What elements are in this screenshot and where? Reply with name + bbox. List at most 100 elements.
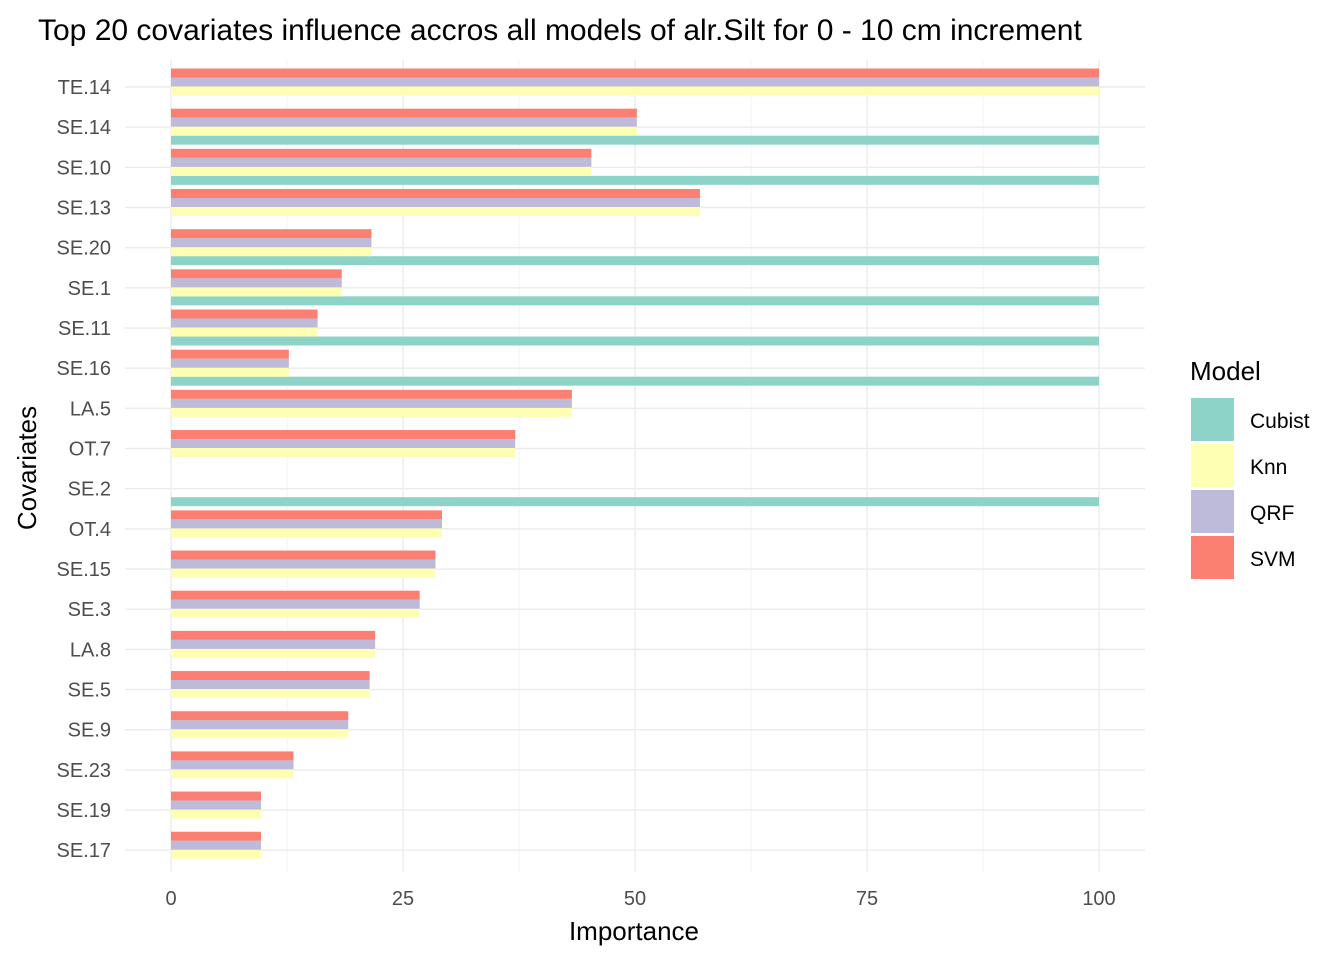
y-tick-label: TE.14 — [58, 77, 111, 99]
bar-svm — [171, 791, 262, 801]
bar-svm — [171, 229, 372, 239]
bar-svm — [171, 671, 370, 681]
bar-cubist — [171, 376, 1099, 386]
bar-knn — [171, 849, 262, 859]
legend-label-svm: SVM — [1250, 548, 1296, 571]
x-axis-labels: 0 25 50 75 100 — [165, 888, 1115, 910]
bar-knn — [171, 287, 342, 297]
bar-svm — [171, 550, 436, 560]
bar-cubist — [171, 296, 1099, 306]
y-tick-label: SE.16 — [57, 358, 111, 380]
y-tick-label: SE.23 — [57, 760, 111, 782]
bar-knn — [171, 608, 420, 618]
bar-knn — [171, 166, 592, 176]
bar-knn — [171, 86, 1099, 96]
y-tick-label: SE.13 — [57, 198, 111, 220]
bar-qrf — [171, 519, 442, 529]
bar-knn — [171, 448, 516, 458]
bar-knn — [171, 207, 700, 217]
y-tick-label: LA.8 — [70, 639, 111, 661]
bar-qrf — [171, 117, 637, 127]
bar-knn — [171, 689, 370, 699]
bar-qrf — [171, 77, 1099, 87]
bar-cubist — [171, 175, 1099, 185]
y-tick-label: SE.17 — [57, 840, 111, 862]
y-tick-label: SE.11 — [58, 318, 111, 340]
y-tick-label: SE.5 — [68, 680, 111, 702]
y-tick-label: SE.15 — [57, 559, 111, 581]
bar-svm — [171, 751, 294, 761]
bar-svm — [171, 831, 262, 841]
bar-knn — [171, 729, 349, 739]
legend-swatch-knn — [1191, 444, 1234, 487]
y-tick-label: SE.2 — [68, 479, 111, 501]
bar-svm — [171, 510, 442, 520]
bar-qrf — [171, 398, 572, 408]
y-tick-label: OT.4 — [69, 519, 111, 541]
bar-knn — [171, 648, 376, 658]
bar-svm — [171, 590, 420, 600]
bar-qrf — [171, 198, 700, 208]
x-tick-label: 75 — [856, 888, 878, 910]
bar-svm — [171, 349, 289, 359]
bar-cubist — [171, 256, 1099, 266]
legend-swatch-svm — [1191, 536, 1234, 579]
x-axis-title: Importance — [569, 916, 699, 946]
bar-qrf — [171, 720, 349, 730]
y-tick-label: SE.14 — [57, 117, 111, 139]
y-tick-label: SE.3 — [68, 599, 111, 621]
y-tick-label: SE.19 — [57, 800, 111, 822]
bar-svm — [171, 189, 700, 199]
bar-cubist — [171, 336, 1099, 346]
bar-qrf — [171, 760, 294, 770]
bar-qrf — [171, 599, 420, 609]
x-tick-label: 50 — [624, 888, 646, 910]
x-tick-label: 0 — [165, 888, 176, 910]
legend-label-qrf: QRF — [1250, 502, 1294, 525]
bar-qrf — [171, 358, 289, 368]
legend-swatch-qrf — [1191, 490, 1234, 533]
bar-knn — [171, 769, 294, 779]
bar-cubist — [171, 497, 1099, 507]
bar-svm — [171, 309, 318, 319]
bar-qrf — [171, 680, 370, 690]
legend-label-knn: Knn — [1250, 456, 1287, 479]
y-tick-label: SE.20 — [57, 238, 111, 260]
bar-knn — [171, 809, 262, 819]
legend-label-cubist: Cubist — [1250, 410, 1310, 433]
bar-knn — [171, 367, 289, 377]
bar-qrf — [171, 639, 376, 649]
bar-qrf — [171, 318, 318, 328]
bar-svm — [171, 389, 572, 399]
bar-qrf — [171, 800, 262, 810]
bar-qrf — [171, 278, 342, 288]
bar-knn — [171, 528, 442, 538]
y-tick-label: SE.9 — [68, 720, 111, 742]
bars-layer — [171, 68, 1099, 859]
legend: Model Cubist Knn QRF SVM — [1190, 356, 1310, 579]
bar-svm — [171, 148, 592, 158]
y-axis-labels: TE.14 SE.14 SE.10 SE.13 SE.20 SE.1 SE.11 SE.16 L… — [57, 77, 111, 862]
bar-knn — [171, 247, 372, 257]
x-tick-label: 25 — [392, 888, 414, 910]
bar-knn — [171, 327, 318, 337]
chart-title: Top 20 covariates influence accros all m… — [38, 14, 1082, 47]
bar-qrf — [171, 559, 436, 569]
legend-swatch-cubist — [1191, 398, 1234, 441]
bar-svm — [171, 430, 516, 440]
bar-cubist — [171, 135, 1099, 145]
legend-title: Model — [1190, 356, 1261, 386]
bar-svm — [171, 711, 349, 721]
y-tick-label: LA.5 — [70, 398, 111, 420]
y-tick-label: SE.1 — [68, 278, 111, 300]
bar-qrf — [171, 238, 372, 248]
y-axis-title: Covariates — [12, 406, 42, 530]
y-tick-label: OT.7 — [69, 439, 111, 461]
bar-knn — [171, 568, 436, 578]
bar-svm — [171, 108, 637, 118]
bar-qrf — [171, 157, 592, 167]
bar-knn — [171, 407, 572, 417]
bar-qrf — [171, 439, 516, 449]
